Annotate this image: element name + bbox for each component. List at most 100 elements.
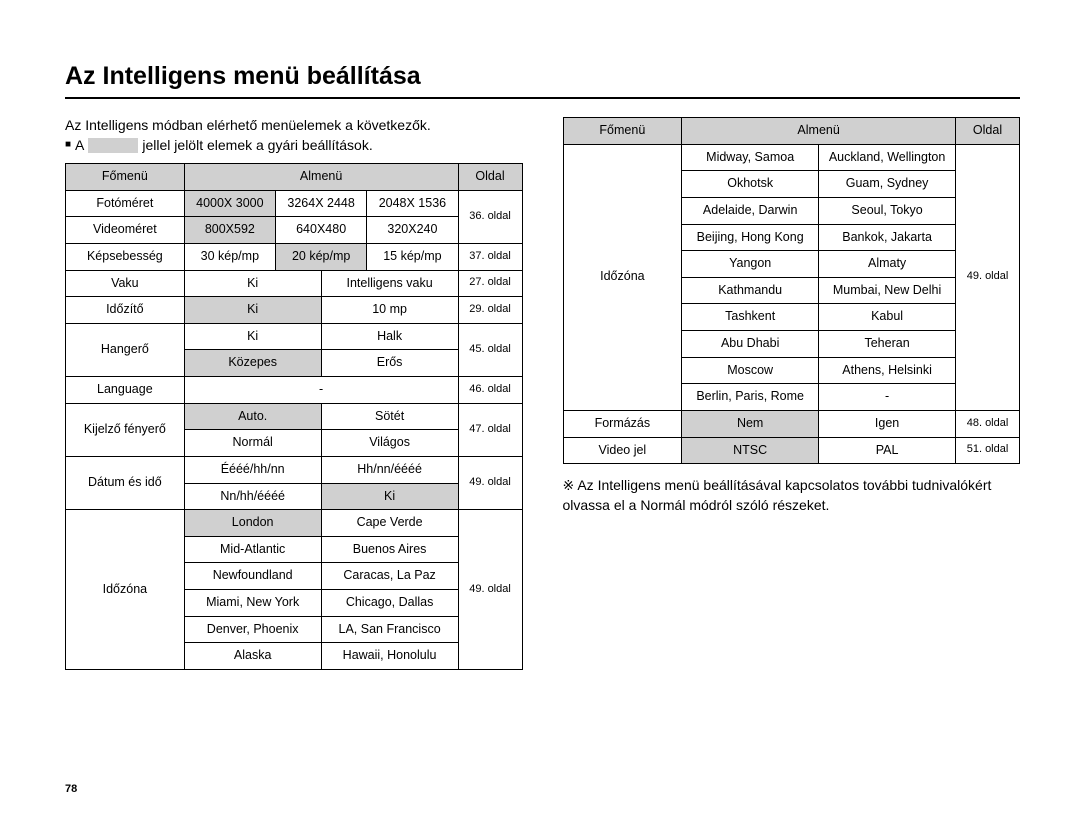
option-cell: 320X240 xyxy=(367,217,458,244)
row-label: Időzóna xyxy=(66,510,185,670)
option-cell: NTSC xyxy=(682,437,819,464)
row-label: Dátum és idő xyxy=(66,456,185,509)
option-cell: Almaty xyxy=(819,251,956,278)
option-cell: Nn/hh/éééé xyxy=(184,483,321,510)
header-main: Főmenü xyxy=(66,164,185,191)
right-column: FőmenüAlmenüOldalIdőzónaMidway, SamoaAuc… xyxy=(563,117,1021,670)
option-cell: Auto. xyxy=(184,403,321,430)
default-note: ■ A jellel jelölt elemek a gyári beállít… xyxy=(65,137,523,153)
row-label: Fotóméret xyxy=(66,190,185,217)
option-cell: Ki xyxy=(184,270,321,297)
option-cell: Miami, New York xyxy=(184,590,321,617)
page-ref: 45. oldal xyxy=(458,323,522,376)
option-cell: 10 mp xyxy=(321,297,458,324)
row-label: Vaku xyxy=(66,270,185,297)
option-cell: Erős xyxy=(321,350,458,377)
footnote: ※ Az Intelligens menü beállításával kapc… xyxy=(563,476,1021,515)
option-cell: 640X480 xyxy=(275,217,366,244)
page-ref: 49. oldal xyxy=(458,510,522,670)
option-cell: Teheran xyxy=(819,331,956,358)
header-page: Oldal xyxy=(458,164,522,191)
option-cell: Guam, Sydney xyxy=(819,171,956,198)
content-columns: Az Intelligens módban elérhető menüeleme… xyxy=(65,117,1020,670)
settings-table-left: FőmenüAlmenüOldal Fotóméret4000X 30003264… xyxy=(65,163,523,670)
option-cell: Igen xyxy=(819,410,956,437)
row-label: Formázás xyxy=(563,410,682,437)
option-cell: Halk xyxy=(321,323,458,350)
option-cell: PAL xyxy=(819,437,956,464)
option-cell: Auckland, Wellington xyxy=(819,144,956,171)
option-cell: 3264X 2448 xyxy=(275,190,366,217)
row-label: Időzóna xyxy=(563,144,682,410)
option-cell: Cape Verde xyxy=(321,510,458,537)
note-prefix: A xyxy=(75,137,84,153)
page-ref: 29. oldal xyxy=(458,297,522,324)
row-label: Language xyxy=(66,377,185,404)
row-label: Videoméret xyxy=(66,217,185,244)
option-cell: Normál xyxy=(184,430,321,457)
option-cell: Moscow xyxy=(682,357,819,384)
page-number: 78 xyxy=(65,783,77,795)
option-cell: Sötét xyxy=(321,403,458,430)
option-cell: Hawaii, Honolulu xyxy=(321,643,458,670)
option-cell: Berlin, Paris, Rome xyxy=(682,384,819,411)
page-ref: 47. oldal xyxy=(458,403,522,456)
option-cell: Athens, Helsinki xyxy=(819,357,956,384)
option-cell: Yangon xyxy=(682,251,819,278)
option-cell: London xyxy=(184,510,321,537)
option-cell: Intelligens vaku xyxy=(321,270,458,297)
option-cell: Tashkent xyxy=(682,304,819,331)
option-cell: - xyxy=(819,384,956,411)
option-cell: 30 kép/mp xyxy=(184,243,275,270)
option-cell: 20 kép/mp xyxy=(275,243,366,270)
option-cell: Mumbai, New Delhi xyxy=(819,277,956,304)
row-label: Időzítő xyxy=(66,297,185,324)
option-cell: Newfoundland xyxy=(184,563,321,590)
page-ref: 48. oldal xyxy=(956,410,1020,437)
option-cell: 2048X 1536 xyxy=(367,190,458,217)
note-suffix: jellel jelölt elemek a gyári beállítások… xyxy=(142,137,372,153)
option-cell: Világos xyxy=(321,430,458,457)
left-column: Az Intelligens módban elérhető menüeleme… xyxy=(65,117,523,670)
page-ref: 49. oldal xyxy=(956,144,1020,410)
option-cell: 15 kép/mp xyxy=(367,243,458,270)
bullet-icon: ■ xyxy=(65,139,71,150)
page-ref: 37. oldal xyxy=(458,243,522,270)
option-cell: Denver, Phoenix xyxy=(184,616,321,643)
row-label: Hangerő xyxy=(66,323,185,376)
option-cell: Kabul xyxy=(819,304,956,331)
header-sub: Almenü xyxy=(184,164,458,191)
header-main: Főmenü xyxy=(563,118,682,145)
row-label: Video jel xyxy=(563,437,682,464)
settings-table-right: FőmenüAlmenüOldalIdőzónaMidway, SamoaAuc… xyxy=(563,117,1021,464)
header-page: Oldal xyxy=(956,118,1020,145)
option-cell: Kathmandu xyxy=(682,277,819,304)
option-cell: Abu Dhabi xyxy=(682,331,819,358)
option-cell: Ki xyxy=(184,323,321,350)
option-cell: Buenos Aires xyxy=(321,536,458,563)
page-ref: 51. oldal xyxy=(956,437,1020,464)
option-cell: Alaska xyxy=(184,643,321,670)
page-ref: 27. oldal xyxy=(458,270,522,297)
option-cell: Ki xyxy=(184,297,321,324)
shade-swatch xyxy=(88,138,138,153)
option-cell: Midway, Samoa xyxy=(682,144,819,171)
option-cell: Caracas, La Paz xyxy=(321,563,458,590)
row-label: Képsebesség xyxy=(66,243,185,270)
option-cell: Chicago, Dallas xyxy=(321,590,458,617)
option-cell: - xyxy=(184,377,458,404)
option-cell: 4000X 3000 xyxy=(184,190,275,217)
row-label: Kijelző fényerő xyxy=(66,403,185,456)
option-cell: LA, San Francisco xyxy=(321,616,458,643)
page-ref: 49. oldal xyxy=(458,456,522,509)
option-cell: Nem xyxy=(682,410,819,437)
option-cell: Mid-Atlantic xyxy=(184,536,321,563)
option-cell: Éééé/hh/nn xyxy=(184,456,321,483)
page-ref: 46. oldal xyxy=(458,377,522,404)
option-cell: Seoul, Tokyo xyxy=(819,197,956,224)
option-cell: Közepes xyxy=(184,350,321,377)
option-cell: Hh/nn/éééé xyxy=(321,456,458,483)
page-ref: 36. oldal xyxy=(458,190,522,243)
option-cell: Bankok, Jakarta xyxy=(819,224,956,251)
option-cell: Adelaide, Darwin xyxy=(682,197,819,224)
